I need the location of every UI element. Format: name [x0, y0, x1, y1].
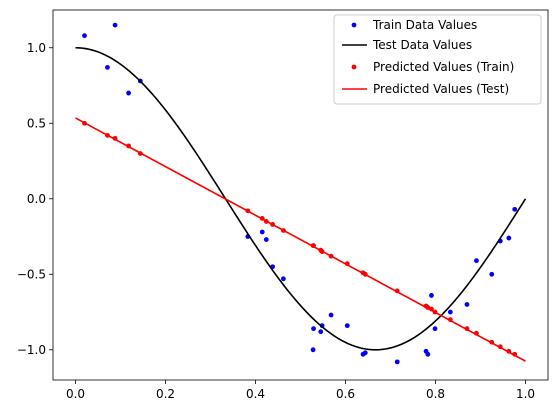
data-point-series-0 [310, 347, 316, 353]
series-line-3 [75, 117, 526, 362]
x-tick-label: 0.6 [336, 387, 355, 401]
data-point-series-0 [506, 235, 512, 241]
legend: Train Data Values Test Data Values Predict… [333, 14, 542, 105]
data-point-series-0 [474, 258, 479, 264]
data-point-series-0 [362, 350, 368, 356]
y-tick-label: −1.0 [17, 343, 46, 357]
data-point-series-0 [489, 271, 495, 277]
data-point-series-0 [259, 229, 265, 235]
legend-point-marker [351, 22, 357, 28]
y-tick-label: −0.5 [17, 267, 46, 281]
data-point-series-0 [311, 326, 316, 332]
legend-label: Test Data Values [372, 38, 472, 52]
axes-layer: 0.0 0.2 0.4 0.6 0.8 1.0 1.0 0.5 0.0 −0.5 −1.0 [17, 41, 535, 401]
data-point-series-0 [512, 206, 518, 212]
plot-frame [52, 9, 549, 381]
x-tick-label: 0.0 [66, 387, 85, 401]
legend-label: Predicted Values (Test) [373, 82, 509, 96]
data-point-series-0 [82, 33, 87, 39]
series-layer [75, 22, 527, 365]
data-point-series-0 [447, 309, 453, 315]
legend-label: Predicted Values (Train) [373, 60, 514, 74]
data-point-series-0 [344, 323, 350, 329]
data-point-series-0 [464, 302, 470, 307]
data-point-series-0 [429, 293, 434, 298]
data-point-series-0 [328, 312, 334, 318]
x-tick-label: 0.4 [246, 387, 265, 401]
data-point-series-0 [126, 90, 131, 96]
data-point-series-0 [432, 326, 438, 332]
x-tick-label: 0.8 [426, 387, 445, 401]
legend-label: Train Data Values [372, 18, 477, 32]
x-tick-label: 1.0 [516, 387, 535, 401]
data-point-series-0 [281, 276, 286, 282]
data-point-series-0 [394, 359, 400, 365]
data-point-series-0 [112, 22, 118, 28]
y-tick-label: 1.0 [27, 41, 46, 55]
legend-point-marker [351, 64, 357, 70]
data-point-series-0 [105, 64, 110, 70]
legend-frame [333, 14, 542, 105]
data-point-series-0 [425, 351, 431, 357]
series-line-1 [75, 46, 527, 351]
y-tick-label: 0.5 [27, 116, 46, 130]
x-tick-label: 0.2 [156, 387, 175, 401]
data-point-series-0 [263, 237, 269, 242]
data-point-series-0 [318, 329, 324, 335]
y-tick-label: 0.0 [27, 192, 46, 206]
